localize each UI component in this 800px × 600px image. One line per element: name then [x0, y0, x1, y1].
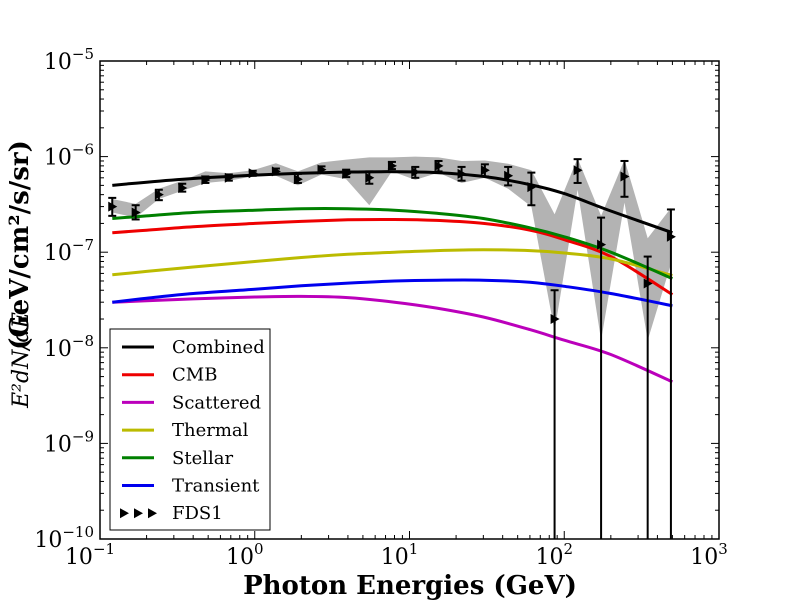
x-tick-label: 100 — [226, 540, 264, 570]
data-point-fds1 — [573, 165, 583, 176]
legend-marker-fds1 — [134, 508, 143, 519]
data-point-fds1 — [550, 314, 560, 325]
data-point-fds1 — [293, 174, 303, 185]
data-point-fds1 — [411, 167, 421, 178]
data-point-fds1 — [248, 168, 258, 179]
legend-label: CMB — [172, 365, 217, 386]
data-point-fds1 — [643, 278, 653, 289]
series-line-transient — [112, 278, 673, 308]
series-line-thermal — [112, 248, 673, 277]
data-point-fds1 — [666, 231, 676, 242]
data-point-fds1 — [387, 160, 397, 171]
data-point-fds1 — [317, 164, 327, 175]
x-axis-title: Photon Energies (GeV) — [243, 571, 577, 600]
data-point-fds1 — [342, 168, 352, 179]
series-line-stellar — [112, 207, 673, 280]
x-tick-label: 103 — [690, 540, 728, 570]
data-point-fds1 — [527, 182, 537, 193]
x-tick-label: 102 — [535, 540, 573, 570]
y-tick-label: 10−7 — [44, 236, 94, 266]
legend-label: Stellar — [172, 448, 233, 469]
legend-marker-fds1 — [148, 508, 157, 519]
y-axis-title-group: E²dN/dE (GeV/cm²/s/sr) — [5, 140, 35, 409]
data-point-fds1 — [434, 160, 444, 171]
legend-label: Thermal — [172, 420, 249, 441]
legend-label: Transient — [172, 476, 260, 497]
x-tick-label: 10−1 — [65, 540, 115, 570]
y-axis-math-label: E²dN/dE — [9, 312, 34, 409]
legend-marker-fds1 — [120, 508, 129, 519]
x-tick-label: 101 — [381, 540, 419, 570]
y-tick-label: 10−6 — [44, 141, 94, 171]
data-point-fds1 — [224, 172, 234, 183]
series-line-combined — [112, 170, 673, 235]
data-point-fds1 — [178, 182, 188, 193]
data-point-fds1 — [620, 171, 630, 182]
data-point-fds1 — [457, 168, 467, 179]
y-tick-label: 10−8 — [44, 332, 94, 362]
y-tick-label: 10−9 — [44, 427, 94, 457]
data-point-fds1 — [365, 172, 375, 183]
series-line-cmb — [112, 217, 674, 296]
y-tick-label: 10−5 — [44, 45, 94, 75]
legend-label: Combined — [172, 337, 265, 358]
series-line-scattered — [112, 294, 674, 384]
legend-label: Scattered — [172, 392, 261, 413]
data-point-fds1 — [271, 166, 281, 177]
data-point-fds1 — [131, 207, 141, 218]
data-point-fds1 — [154, 189, 164, 200]
y-tick-label: 10−10 — [34, 523, 94, 553]
data-point-fds1 — [504, 170, 514, 181]
data-point-fds1 — [108, 201, 118, 212]
legend-label: FDS1 — [172, 503, 223, 524]
data-point-fds1 — [480, 165, 490, 176]
data-point-fds1 — [597, 239, 607, 250]
data-point-fds1 — [201, 174, 211, 185]
y-axis-title: (GeV/cm²/s/sr) — [5, 140, 35, 350]
